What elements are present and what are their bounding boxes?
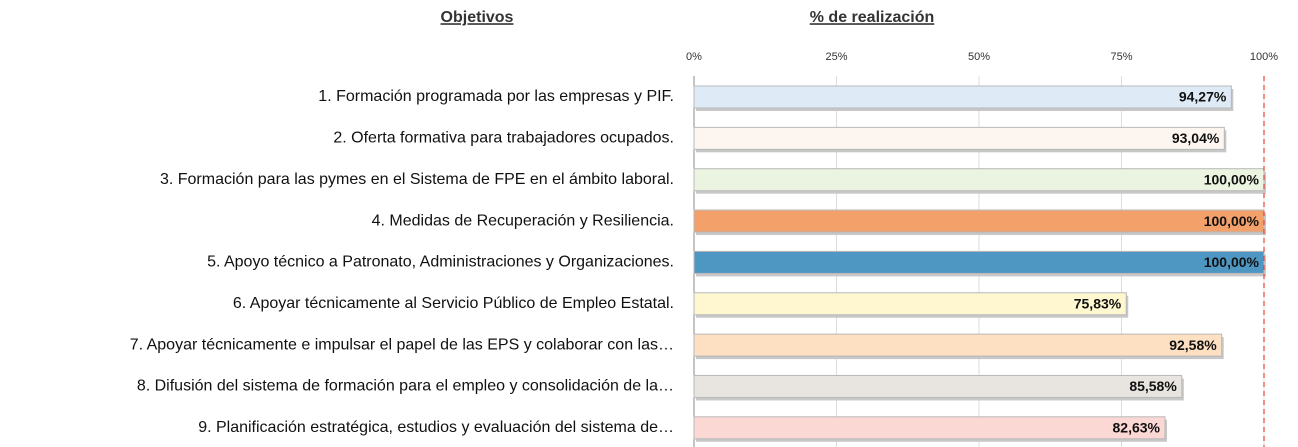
value-label: 93,04% (1172, 130, 1220, 146)
bar (693, 168, 1265, 192)
bar (693, 250, 1265, 274)
value-label: 100,00% (1204, 171, 1260, 187)
x-tick-label: 75% (1110, 51, 1132, 63)
category-label: 2. Oferta formativa para trabajadores oc… (333, 130, 674, 147)
bar (693, 209, 1265, 233)
category-label: 4. Medidas de Recuperación y Resiliencia… (372, 212, 674, 229)
category-label: 8. Difusión del sistema de formación par… (137, 378, 674, 395)
category-label: 7. Apoyar técnicamente e impulsar el pap… (130, 336, 674, 353)
value-label: 94,27% (1179, 89, 1227, 105)
value-label: 85,58% (1129, 378, 1177, 394)
category-label: 9. Planificación estratégica, estudios y… (198, 419, 674, 436)
x-tick-label: 25% (825, 51, 847, 63)
category-label: 5. Apoyo técnico a Patronato, Administra… (207, 254, 674, 271)
category-label: 3. Formación para las pymes en el Sistem… (160, 171, 674, 188)
category-axis-title: Objetivos (441, 9, 514, 26)
bar (693, 416, 1166, 440)
bar (693, 85, 1232, 109)
value-label: 75,83% (1074, 295, 1122, 311)
bar (693, 126, 1225, 150)
x-tick-label: 100% (1250, 51, 1278, 63)
x-tick-label: 50% (968, 51, 990, 63)
x-tick-label: 0% (686, 51, 702, 63)
value-label: 92,58% (1169, 337, 1217, 353)
value-label: 100,00% (1204, 254, 1260, 270)
chart-title: % de realización (810, 9, 935, 26)
category-label: 6. Apoyar técnicamente al Servicio Públi… (233, 295, 674, 312)
value-label: 82,63% (1113, 420, 1161, 436)
category-label: 1. Formación programada por las empresas… (318, 88, 674, 105)
bar (693, 374, 1183, 398)
bar (693, 333, 1223, 357)
bar (693, 292, 1127, 316)
value-label: 100,00% (1204, 213, 1260, 229)
